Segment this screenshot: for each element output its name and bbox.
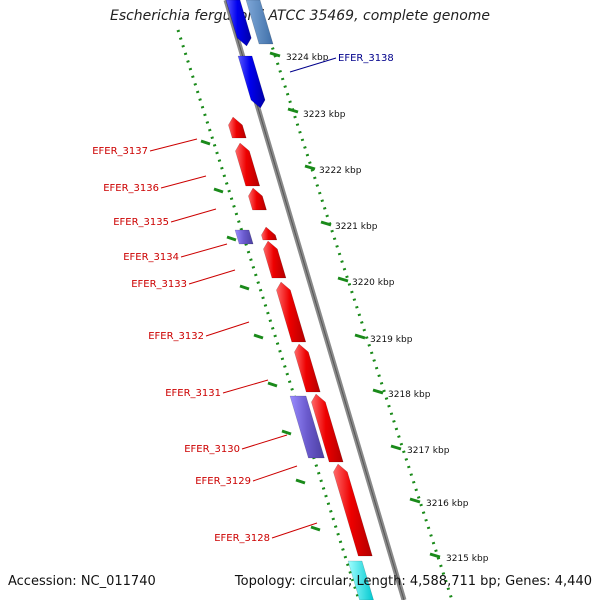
- gene-efer-3139-forward: [225, 0, 252, 47]
- gene-label-leader: [160, 175, 207, 189]
- gene-efer-3132: [276, 281, 307, 343]
- gene-other-large: [289, 395, 325, 459]
- inner-tick-mark: [239, 284, 250, 291]
- inner-tick-mark: [253, 333, 264, 340]
- kbp-tick-mark: [354, 333, 366, 340]
- gene-efer-3130: [311, 393, 344, 463]
- kbp-tick-mark: [287, 107, 299, 114]
- kbp-tick-mark: [390, 444, 402, 451]
- gene-label-leader: [252, 465, 298, 482]
- kbp-tick-label: 3216 kbp: [426, 499, 469, 509]
- gene-label-leader: [188, 269, 236, 285]
- genome-summary-text: Topology: circular; Length: 4,588,711 bp…: [234, 574, 592, 589]
- gene-label: EFER_3137: [92, 146, 148, 157]
- gene-efer-3134: [261, 226, 278, 241]
- gene-efer-3138-forward: [237, 55, 266, 109]
- gene-efer-3136: [235, 142, 261, 187]
- gene-features: [225, 0, 374, 600]
- kbp-tick-mark: [429, 552, 441, 559]
- gene-label: EFER_3133: [131, 279, 187, 290]
- kbp-tick-mark: [337, 276, 349, 283]
- kbp-tick-mark: [320, 220, 332, 227]
- gene-efer-3131: [294, 343, 321, 393]
- kbp-tick-mark: [304, 164, 316, 171]
- kbp-tick-label: 3223 kbp: [303, 110, 346, 120]
- inner-tick-mark: [200, 139, 211, 146]
- gene-label-leader: [241, 434, 288, 450]
- gene-labels: EFER_3138 EFER_3137 EFER_3136 EFER_3135 EFER…: [92, 53, 394, 544]
- gene-label-leader: [180, 243, 228, 258]
- inner-tick-mark: [281, 429, 292, 436]
- inner-tick-mark: [213, 187, 224, 194]
- gene-forward-light: [245, 0, 274, 45]
- inner-tick-mark: [310, 525, 321, 532]
- genome-title: Escherichia fergusonii ATCC 35469, compl…: [109, 8, 491, 24]
- gene-label-leader: [149, 138, 198, 152]
- inner-tick-mark: [267, 381, 278, 388]
- gene-label: EFER_3136: [103, 183, 159, 194]
- gene-label-leader: [289, 57, 337, 73]
- kbp-tick-label: 3224 kbp: [286, 53, 329, 63]
- kbp-tick-label: 3215 kbp: [446, 554, 489, 564]
- gene-other-small: [234, 229, 254, 245]
- gene-efer-3128: [333, 463, 373, 557]
- kbp-tick-label: 3218 kbp: [388, 390, 431, 400]
- gene-label-leader: [170, 208, 217, 223]
- kbp-tick-mark: [409, 497, 421, 504]
- inner-tick-mark: [226, 235, 237, 242]
- accession-text: Accession: NC_011740: [8, 574, 156, 589]
- kbp-tick-label: 3220 kbp: [352, 278, 395, 288]
- kbp-tick-label: 3221 kbp: [335, 222, 378, 232]
- gene-label: EFER_3134: [123, 252, 179, 263]
- gene-label: EFER_3138: [338, 53, 394, 64]
- gene-efer-3137: [228, 116, 247, 139]
- gene-efer-3133: [263, 240, 287, 279]
- gene-trna-feature: [347, 560, 374, 600]
- kbp-tick-label: 3222 kbp: [319, 166, 362, 176]
- kbp-ticks: 3224 kbp 3223 kbp 3222 kbp 3221 kbp 3220 kbp…: [200, 51, 489, 564]
- kbp-tick-mark: [269, 51, 281, 58]
- gene-label: EFER_3128: [214, 533, 270, 544]
- gene-label-leader: [222, 379, 269, 394]
- gene-label-leader: [205, 321, 250, 337]
- gene-label: EFER_3135: [113, 217, 169, 228]
- gene-label: EFER_3131: [165, 388, 221, 399]
- gene-label: EFER_3130: [184, 444, 240, 455]
- gene-label: EFER_3129: [195, 476, 251, 487]
- kbp-tick-label: 3219 kbp: [370, 335, 413, 345]
- gene-label-leader: [271, 522, 318, 539]
- inner-tick-mark: [295, 478, 306, 485]
- kbp-tick-label: 3217 kbp: [407, 446, 450, 456]
- gene-efer-3135: [248, 187, 267, 211]
- gene-label: EFER_3132: [148, 331, 204, 342]
- kbp-tick-mark: [372, 388, 384, 395]
